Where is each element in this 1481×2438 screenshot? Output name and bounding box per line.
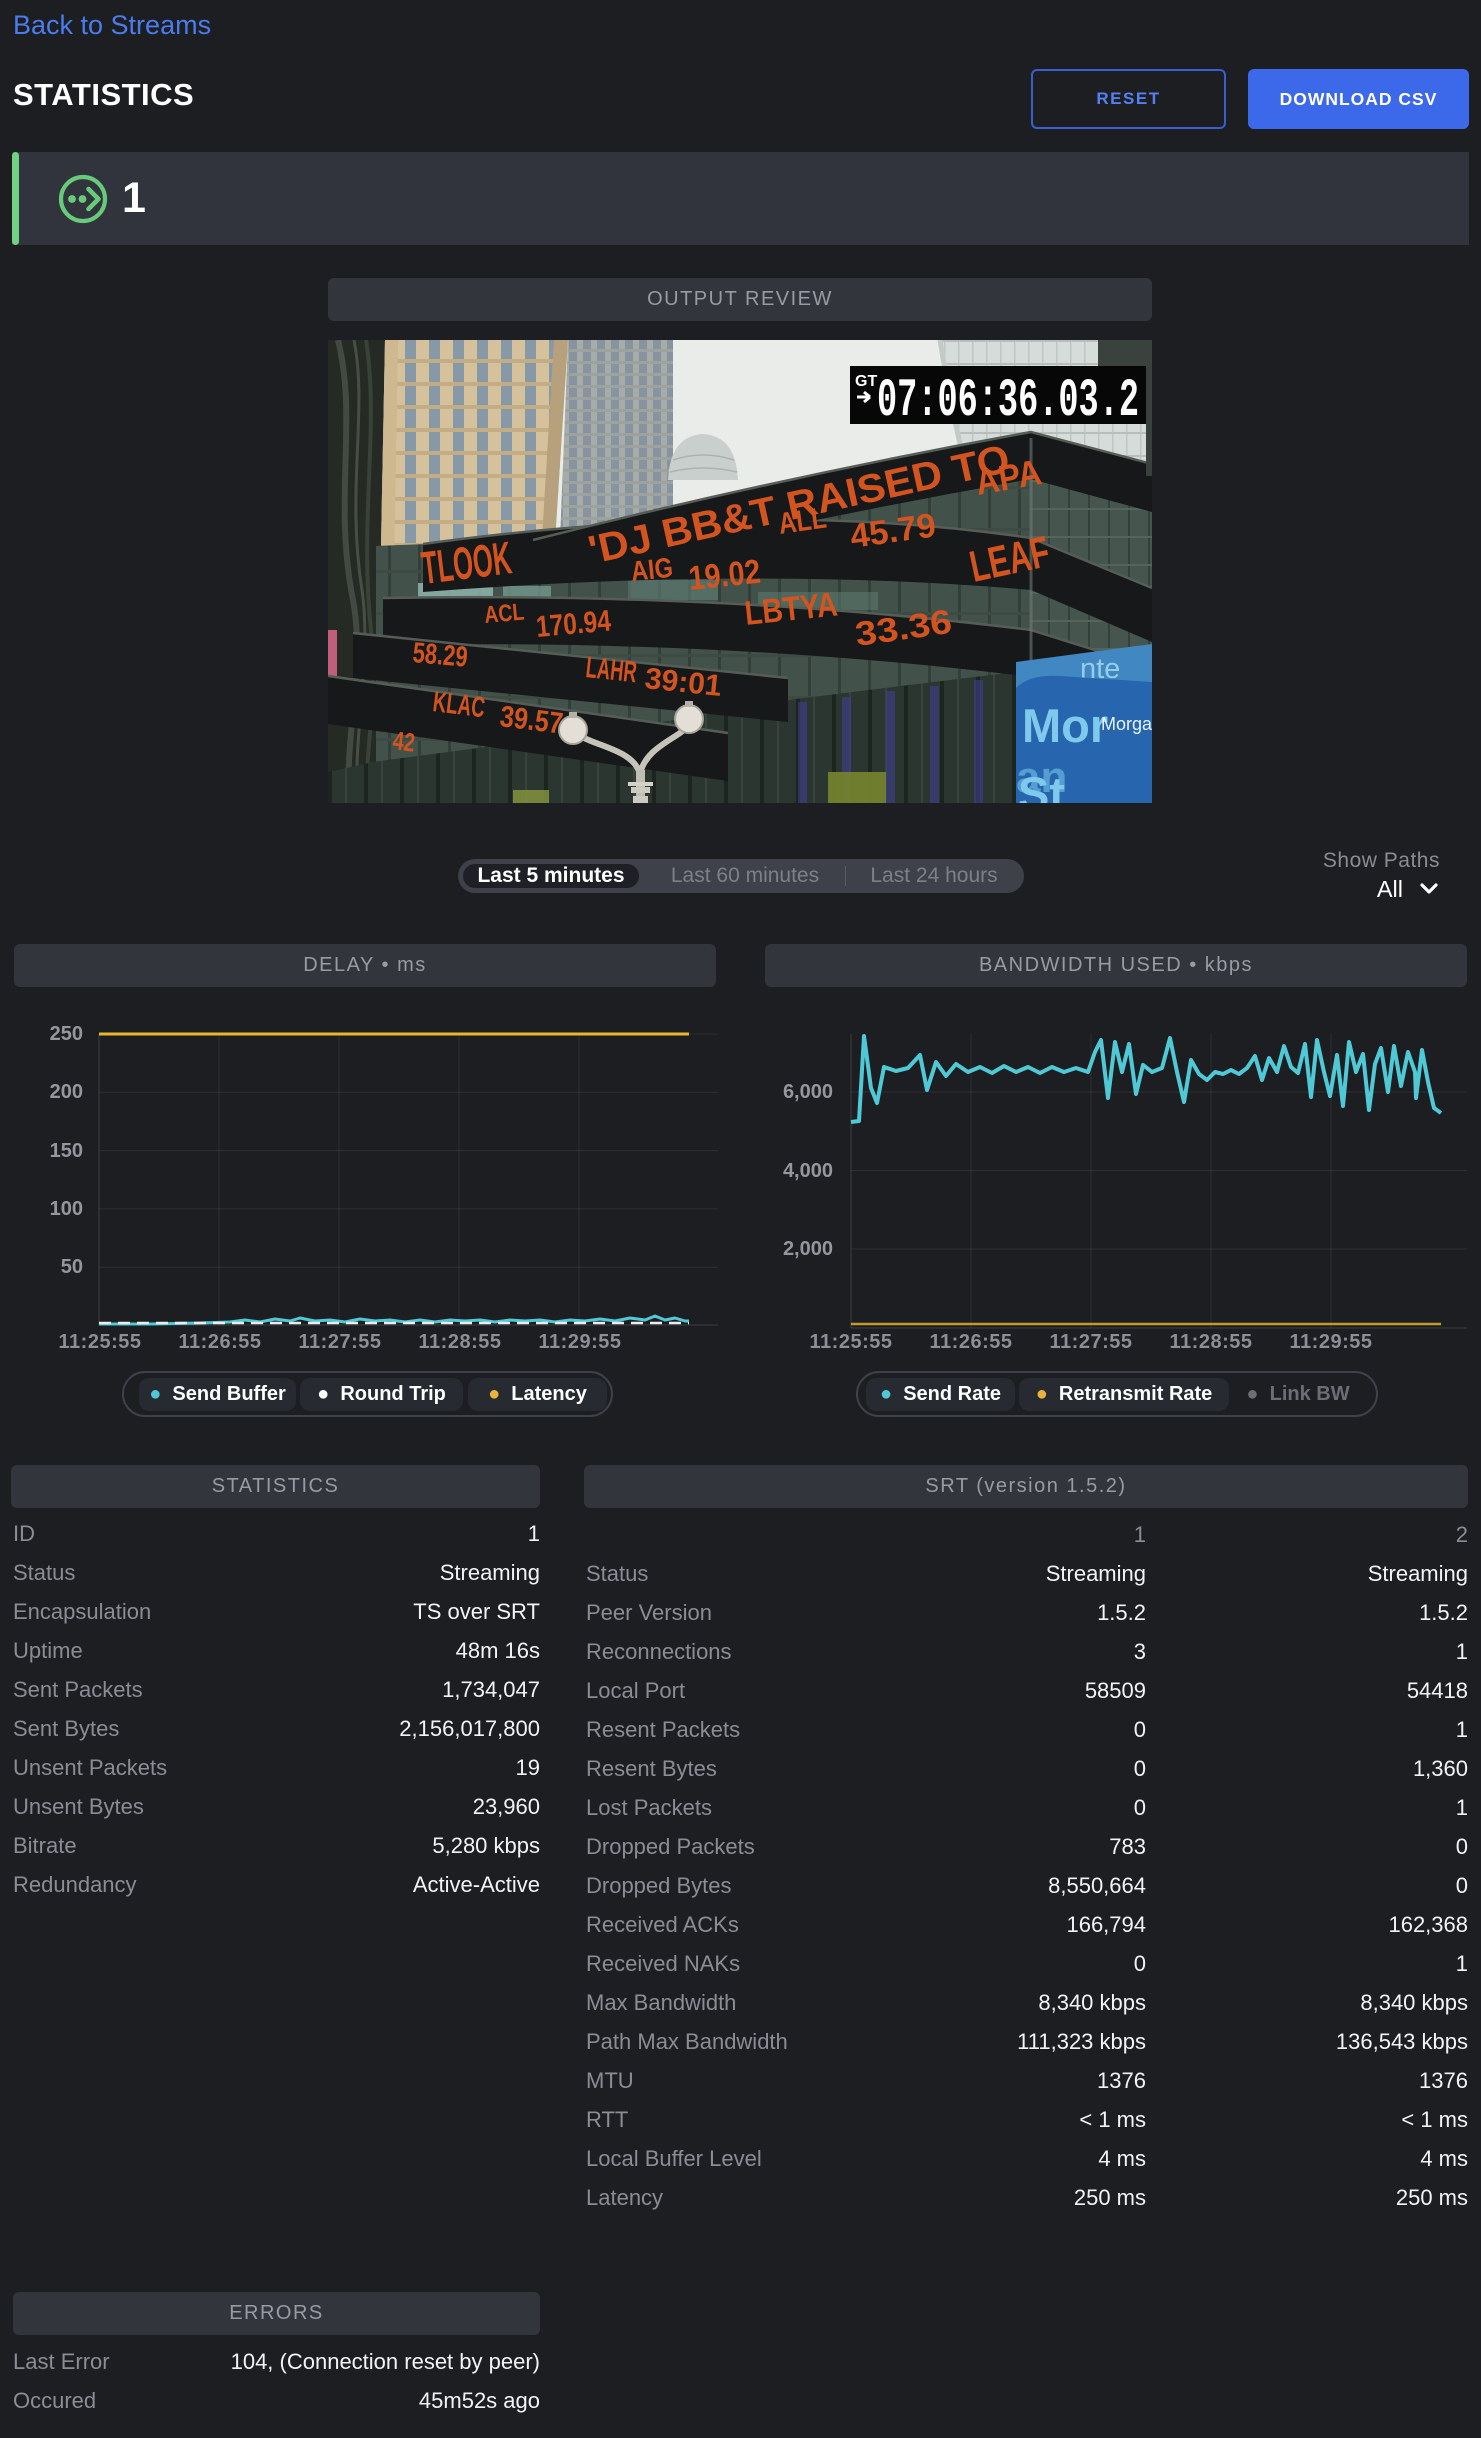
svg-text:an: an	[1016, 753, 1067, 802]
svg-text:ACL: ACL	[483, 599, 525, 629]
svg-text:TLOOK: TLOOK	[419, 531, 515, 594]
svg-text:170.94: 170.94	[535, 605, 613, 644]
svg-text:LAHR: LAHR	[584, 651, 638, 689]
svg-text:07:06:36.03.2: 07:06:36.03.2	[877, 370, 1139, 431]
svg-text:KLAC: KLAC	[431, 686, 487, 724]
svg-text:Mor: Mor	[1022, 699, 1108, 752]
svg-text:AIG: AIG	[629, 552, 674, 587]
svg-text:58.29: 58.29	[411, 637, 469, 674]
svg-text:GT: GT	[855, 373, 877, 390]
svg-text:39:01: 39:01	[643, 662, 723, 703]
svg-text:42: 42	[391, 725, 416, 757]
svg-text:39.57: 39.57	[498, 700, 565, 740]
svg-text:Morga: Morga	[1101, 714, 1152, 734]
svg-text:19.02: 19.02	[687, 553, 763, 598]
svg-text:St: St	[1018, 767, 1065, 803]
svg-text:ALL: ALL	[776, 502, 828, 541]
